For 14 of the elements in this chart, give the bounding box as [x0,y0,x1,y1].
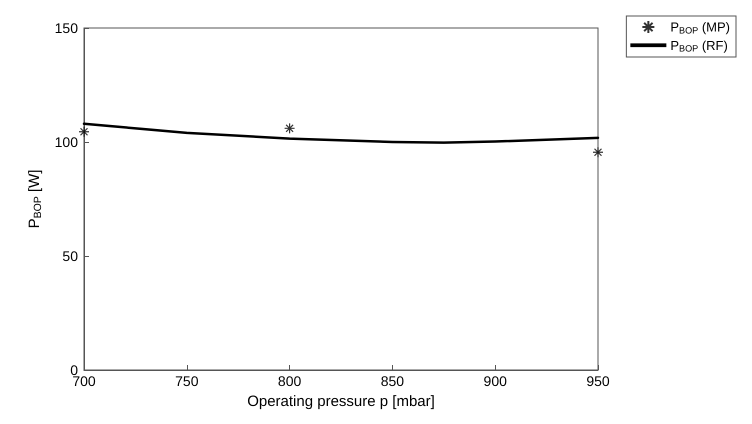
x-tick-label: 950 [586,373,610,389]
point [78,126,90,138]
x-tick-label: 750 [175,373,199,389]
point [592,146,604,158]
y-axis-title: PBOP [W] [26,170,44,228]
x-axis-title: Operating pressure p [mbar] [247,393,435,410]
x-tick-label: 900 [484,373,508,389]
y-tick-label: 50 [62,248,78,264]
line-series [82,122,600,144]
y-tick-label: 100 [54,134,78,150]
x-tick-label: 800 [278,373,302,389]
x-tick-label: 850 [380,373,404,389]
point [284,122,296,134]
y-tick-label: 150 [54,20,78,36]
